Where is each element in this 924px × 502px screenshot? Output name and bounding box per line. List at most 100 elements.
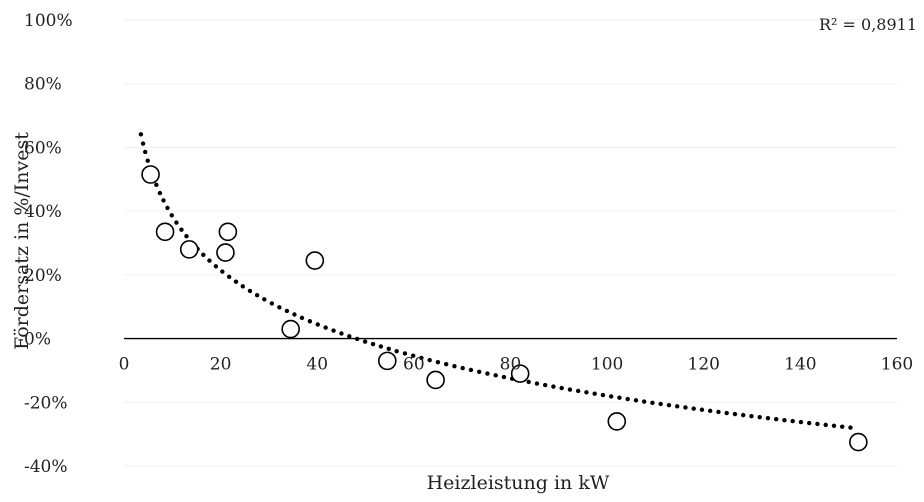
trendline-dot	[355, 336, 360, 342]
trendline-dot	[807, 420, 812, 426]
trendline-dot	[262, 297, 267, 302]
trendline-dot	[370, 341, 376, 347]
trendline-dot	[277, 305, 282, 310]
trendline-dot	[207, 258, 212, 263]
trendline-dot	[732, 411, 738, 417]
x-axis-title: Heizleistung in kW	[427, 472, 610, 494]
trendline-dot	[174, 220, 179, 225]
trendline-dot	[575, 388, 581, 394]
y-tick-label: 100%	[24, 11, 73, 31]
trendline-dot	[650, 400, 655, 405]
trendline-dot	[452, 363, 457, 369]
trendline-dot	[247, 288, 253, 294]
trendline-dot	[848, 425, 853, 430]
trendline-dot	[625, 396, 630, 402]
trendline-dot	[831, 423, 837, 428]
trendline-dot	[184, 234, 189, 239]
trendline-dot	[410, 353, 416, 358]
data-point	[216, 243, 235, 262]
trendline-dot	[233, 279, 239, 284]
x-tick-label: 100	[591, 355, 623, 375]
trendline-dot	[307, 319, 313, 324]
data-point	[378, 351, 397, 371]
trendline-dot	[501, 374, 507, 380]
trendline-dot	[145, 158, 150, 163]
data-point	[179, 240, 199, 259]
trendline-dot	[798, 419, 804, 425]
trendline-dot	[551, 384, 556, 389]
trendline-dot	[378, 344, 384, 349]
trendline-dot	[140, 141, 146, 146]
trendline-dot	[468, 367, 474, 373]
grid-layer	[124, 19, 897, 467]
trendline-dot	[493, 373, 498, 378]
x-tick-label: 120	[688, 355, 720, 375]
trendline-dot	[683, 405, 688, 410]
trendline-dot	[179, 227, 184, 232]
y-tick-label: 20%	[24, 266, 62, 286]
trendline-dot	[292, 312, 297, 317]
y-tick-label: 60%	[24, 138, 62, 158]
trendline-dot	[699, 407, 705, 412]
trendline-dot	[592, 391, 597, 396]
trendline-dot	[641, 399, 647, 404]
trendline-dot	[213, 264, 219, 269]
trendline-dot	[534, 381, 540, 386]
y-axis-title: Fördersatz in %/Invest	[11, 132, 33, 350]
trendline-dot	[157, 190, 163, 196]
x-tick-label: 20	[210, 355, 232, 375]
trendline-dot	[765, 415, 771, 421]
trendline-dot	[774, 416, 779, 422]
trendline-dot	[402, 351, 408, 356]
data-point	[281, 319, 300, 339]
y-tick-label: 0%	[24, 330, 51, 350]
trendline-dot	[716, 409, 721, 415]
trendline-dot	[299, 315, 305, 321]
trendline-dot	[435, 359, 441, 365]
trendline-dot	[284, 308, 290, 314]
trendline-dot	[315, 322, 320, 327]
trendline-dot	[724, 410, 729, 416]
trendline-dot	[226, 274, 232, 280]
trendline-dot	[460, 365, 465, 371]
x-axis-tick-labels: 0 20 40 60 80 100 120 140 160	[119, 355, 914, 375]
trendline-dot	[526, 379, 531, 385]
trendline-dot	[782, 417, 787, 423]
data-points	[141, 165, 868, 452]
x-tick-label: 60	[403, 355, 425, 375]
trendline-dot	[362, 339, 368, 344]
trendline-dot	[633, 398, 639, 403]
data-point	[510, 364, 530, 383]
trendline-dot	[476, 369, 482, 374]
trendline-dot	[347, 334, 352, 339]
data-point	[607, 412, 627, 431]
y-tick-label: 80%	[24, 75, 62, 95]
trendline-dot	[269, 301, 275, 306]
trendline-dot	[143, 149, 148, 155]
x-tick-label: 40	[306, 355, 328, 375]
y-axis-tick-labels: -40% -20% 0% 20% 40% 60% 80% 100%	[24, 11, 73, 477]
trendline-dot	[201, 252, 206, 258]
trendline-dot	[220, 269, 225, 274]
trendline-dot	[741, 412, 746, 418]
trendline-dot	[823, 422, 828, 428]
trendline-dot	[559, 385, 564, 391]
trendline-dot	[339, 331, 344, 336]
data-point	[305, 251, 325, 270]
trendline-dot	[691, 406, 696, 411]
trendline-dot	[666, 402, 672, 408]
trendline-dot	[600, 392, 606, 398]
y-tick-label: -20%	[24, 393, 68, 413]
trendline-dot	[815, 421, 820, 427]
r-squared-label: R² = 0,8911	[819, 15, 917, 34]
trendline-dot	[161, 198, 166, 203]
trendline	[138, 132, 853, 430]
trendline-dot	[542, 382, 548, 388]
trendline-dot	[617, 395, 622, 400]
x-tick-label: 0	[119, 355, 130, 375]
trendline-dot	[254, 293, 260, 298]
trendline-dot	[154, 182, 159, 188]
data-point	[218, 222, 238, 242]
